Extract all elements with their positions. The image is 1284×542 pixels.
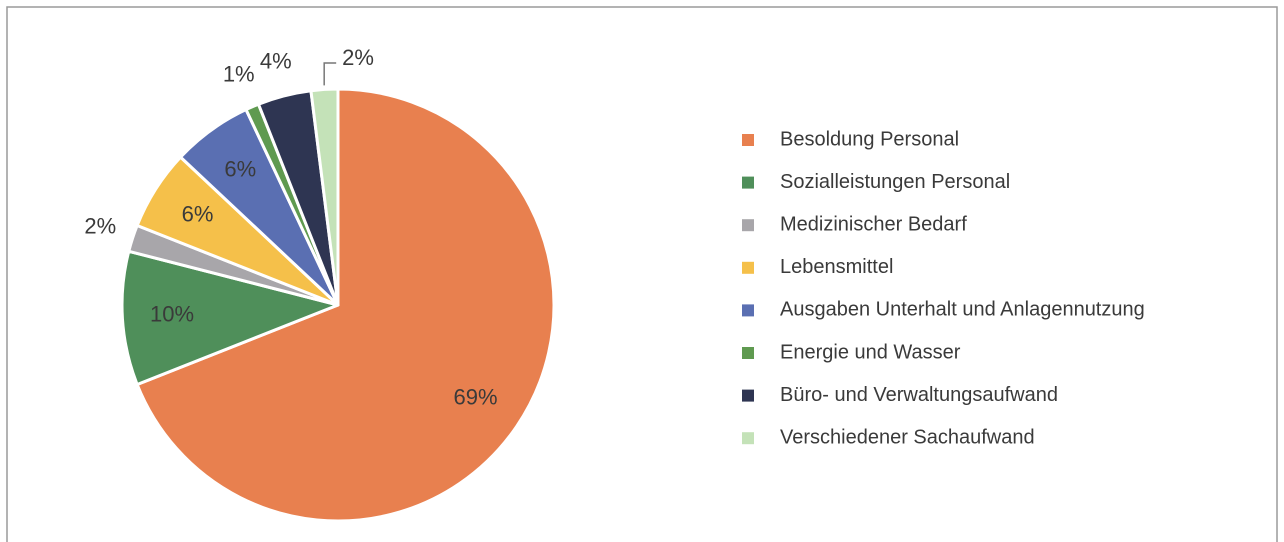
value-label: 6%: [224, 156, 256, 181]
pie-slice: [120, 249, 340, 387]
pie-slice: [135, 87, 556, 523]
frame: [6, 6, 1278, 542]
value-label: 2%: [84, 214, 116, 239]
legend-swatch: [742, 304, 754, 317]
legend-swatch: [742, 389, 754, 402]
legend-label: Sozialleistungen Personal: [780, 171, 1010, 193]
legend-label: Medizinischer Bedarf: [780, 213, 967, 235]
legend-label: Lebensmittel: [780, 256, 893, 278]
value-label: 1%: [223, 61, 255, 86]
value-label: 10%: [150, 301, 194, 326]
legend-swatch: [742, 134, 754, 146]
legend-label: Energie und Wasser: [780, 341, 961, 363]
legend-swatch: [742, 261, 754, 274]
value-label: 4%: [260, 49, 292, 74]
legend-swatch: [742, 347, 754, 359]
legend-swatch: [742, 176, 754, 189]
legend-label: Büro- und Verwaltungsaufwand: [780, 384, 1058, 406]
leader-line: [323, 62, 337, 86]
value-label: 2%: [342, 45, 374, 70]
pie-slice: [309, 87, 340, 307]
legend-swatch: [742, 432, 754, 445]
legend-label: Besoldung Personal: [780, 128, 959, 150]
legend-label: Verschiedener Sachaufwand: [780, 426, 1035, 448]
legend-label: Ausgaben Unterhalt und Anlagennutzung: [780, 299, 1145, 321]
value-label: 69%: [454, 384, 498, 409]
value-label: 6%: [182, 202, 214, 227]
legend-swatch: [742, 219, 754, 232]
